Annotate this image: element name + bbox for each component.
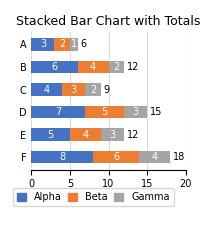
Bar <box>85 106 123 118</box>
Text: 12: 12 <box>126 130 138 140</box>
Text: 3: 3 <box>40 39 46 49</box>
Text: 4: 4 <box>90 62 96 72</box>
Bar <box>31 128 70 141</box>
Bar <box>85 83 100 96</box>
Text: 2: 2 <box>59 39 65 49</box>
Text: 18: 18 <box>172 152 184 162</box>
Text: 3: 3 <box>109 130 115 140</box>
Text: 5: 5 <box>101 107 107 117</box>
Text: 6: 6 <box>80 39 86 49</box>
Bar <box>31 106 85 118</box>
Bar <box>31 61 77 73</box>
Bar <box>62 83 85 96</box>
Text: 3: 3 <box>70 85 76 95</box>
Text: 4: 4 <box>82 130 88 140</box>
Bar <box>70 128 100 141</box>
Title: Stacked Bar Chart with Totals: Stacked Bar Chart with Totals <box>16 15 200 28</box>
Text: 1: 1 <box>70 39 76 49</box>
Text: 15: 15 <box>149 107 162 117</box>
Text: 6: 6 <box>51 62 57 72</box>
Text: 2: 2 <box>90 85 96 95</box>
Bar <box>31 38 54 51</box>
Bar <box>108 61 123 73</box>
Bar <box>31 151 93 163</box>
Legend: Alpha, Beta, Gamma: Alpha, Beta, Gamma <box>13 188 173 206</box>
Bar <box>31 83 62 96</box>
Text: 12: 12 <box>126 62 138 72</box>
Text: 6: 6 <box>113 152 119 162</box>
Text: 7: 7 <box>55 107 61 117</box>
Bar <box>70 38 77 51</box>
Text: 4: 4 <box>151 152 157 162</box>
Bar <box>123 106 146 118</box>
Text: 3: 3 <box>132 107 138 117</box>
Text: 2: 2 <box>113 62 119 72</box>
Text: 9: 9 <box>103 85 109 95</box>
Bar <box>139 151 170 163</box>
Bar <box>93 151 139 163</box>
Text: 8: 8 <box>59 152 65 162</box>
Text: 5: 5 <box>47 130 54 140</box>
Text: 4: 4 <box>43 85 50 95</box>
Bar <box>77 61 108 73</box>
Bar <box>54 38 70 51</box>
Bar <box>100 128 123 141</box>
